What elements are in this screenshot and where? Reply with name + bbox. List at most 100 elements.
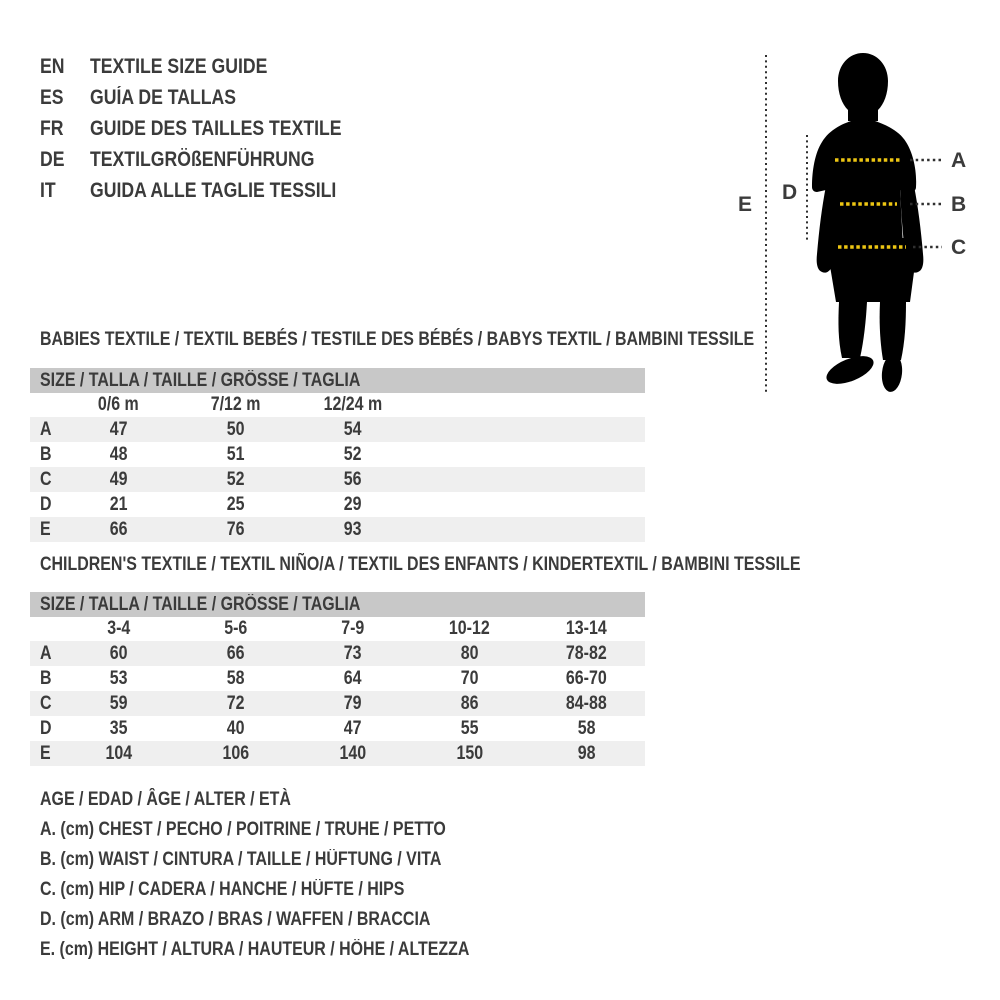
column-header-row: 3-4 5-6 7-9 10-12 13-14 bbox=[30, 617, 645, 641]
babies-size-table: SIZE / TALLA / TAILLE / GRÖSSE / TAGLIA … bbox=[30, 368, 645, 542]
size-cell: 60 bbox=[109, 642, 128, 664]
table-row: A 47 50 54 bbox=[30, 417, 645, 442]
row-label: A bbox=[40, 418, 52, 440]
language-code: ES bbox=[40, 85, 64, 109]
column-header: 0/6 m bbox=[98, 394, 139, 415]
size-cell: 78-82 bbox=[566, 642, 607, 664]
row-label: A bbox=[40, 642, 52, 664]
legend-age-text: AGE / EDAD / ÂGE / ALTER / ETÀ bbox=[40, 789, 291, 810]
table-row: A 60 66 73 80 78-82 bbox=[30, 641, 645, 666]
row-label: D bbox=[40, 493, 52, 515]
size-cell: 66 bbox=[109, 518, 128, 540]
size-cell: 49 bbox=[109, 468, 128, 490]
row-label: E bbox=[40, 518, 51, 540]
chest-label: A bbox=[951, 149, 966, 172]
legend-chest-text: A. (cm) CHEST / PECHO / POITRINE / TRUHE… bbox=[40, 819, 446, 840]
children-size-table: SIZE / TALLA / TAILLE / GRÖSSE / TAGLIA … bbox=[30, 592, 645, 766]
legend-waist-line: B. (cm) WAIST / CINTURA / TAILLE / HÜFTU… bbox=[40, 845, 551, 875]
column-header: 10-12 bbox=[449, 618, 490, 639]
column-header: 7/12 m bbox=[210, 394, 261, 415]
size-cell: 53 bbox=[109, 667, 128, 689]
size-cell: 106 bbox=[222, 742, 249, 764]
size-cell: 52 bbox=[343, 443, 362, 465]
size-cell: 72 bbox=[226, 692, 245, 714]
babies-section-title-text: BABIES TEXTILE / TEXTIL BEBÉS / TESTILE … bbox=[40, 329, 755, 350]
language-code: EN bbox=[40, 54, 65, 78]
table-row: E 66 76 93 bbox=[30, 517, 645, 542]
size-header-text: SIZE / TALLA / TAILLE / GRÖSSE / TAGLIA bbox=[40, 369, 361, 391]
table-row: E 104 106 140 150 98 bbox=[30, 741, 645, 766]
size-cell: 84-88 bbox=[566, 692, 607, 714]
row-label: B bbox=[40, 667, 52, 689]
table-row: B 53 58 64 70 66-70 bbox=[30, 666, 645, 691]
size-cell: 56 bbox=[343, 468, 362, 490]
column-header-row: 0/6 m 7/12 m 12/24 m bbox=[30, 393, 645, 417]
size-header-bar: SIZE / TALLA / TAILLE / GRÖSSE / TAGLIA bbox=[30, 368, 645, 393]
language-code: FR bbox=[40, 116, 64, 140]
row-label: B bbox=[40, 443, 52, 465]
size-cell: 29 bbox=[343, 493, 362, 515]
size-cell: 25 bbox=[226, 493, 245, 515]
legend-height-text: E. (cm) HEIGHT / ALTURA / HAUTEUR / HÖHE… bbox=[40, 939, 470, 960]
waist-label: B bbox=[951, 193, 966, 216]
hip-label: C bbox=[951, 236, 966, 259]
guide-title: TEXTILE SIZE GUIDE bbox=[90, 54, 268, 78]
legend-arm-line: D. (cm) ARM / BRAZO / BRAS / WAFFEN / BR… bbox=[40, 905, 551, 935]
size-cell: 150 bbox=[456, 742, 483, 764]
legend-hip-text: C. (cm) HIP / CADERA / HANCHE / HÜFTE / … bbox=[40, 879, 405, 900]
size-cell: 35 bbox=[109, 717, 128, 739]
children-section-title-text: CHILDREN'S TEXTILE / TEXTIL NIÑO/A / TEX… bbox=[40, 554, 801, 575]
arm-label: D bbox=[782, 181, 797, 204]
column-header: 12/24 m bbox=[323, 394, 382, 415]
guide-title: GUIDE DES TAILLES TEXTILE bbox=[90, 116, 342, 140]
column-header: 7-9 bbox=[340, 618, 365, 639]
size-cell: 76 bbox=[226, 518, 245, 540]
language-code: IT bbox=[40, 178, 56, 202]
column-header: 5-6 bbox=[223, 618, 248, 639]
height-label: E bbox=[738, 193, 752, 216]
legend-chest-line: A. (cm) CHEST / PECHO / POITRINE / TRUHE… bbox=[40, 815, 551, 845]
legend-arm-text: D. (cm) ARM / BRAZO / BRAS / WAFFEN / BR… bbox=[40, 909, 431, 930]
language-row: IT GUIDA ALLE TAGLIE TESSILI bbox=[40, 175, 389, 206]
size-cell: 50 bbox=[226, 418, 245, 440]
children-section-title: CHILDREN'S TEXTILE / TEXTIL NIÑO/A / TEX… bbox=[40, 555, 945, 575]
size-cell: 52 bbox=[226, 468, 245, 490]
language-row: EN TEXTILE SIZE GUIDE bbox=[40, 51, 389, 82]
guide-title: GUÍA DE TALLAS bbox=[90, 85, 237, 109]
table-row: D 21 25 29 bbox=[30, 492, 645, 517]
size-cell: 64 bbox=[343, 667, 362, 689]
size-cell: 79 bbox=[343, 692, 362, 714]
size-cell: 47 bbox=[109, 418, 128, 440]
size-cell: 47 bbox=[343, 717, 362, 739]
language-code: DE bbox=[40, 147, 65, 171]
size-cell: 70 bbox=[460, 667, 479, 689]
size-cell: 80 bbox=[460, 642, 479, 664]
legend-height-line: E. (cm) HEIGHT / ALTURA / HAUTEUR / HÖHE… bbox=[40, 935, 551, 965]
size-cell: 140 bbox=[339, 742, 366, 764]
language-title-list: EN TEXTILE SIZE GUIDE ES GUÍA DE TALLAS … bbox=[40, 51, 389, 206]
size-cell: 58 bbox=[226, 667, 245, 689]
guide-title: GUIDA ALLE TAGLIE TESSILI bbox=[90, 178, 337, 202]
size-cell: 59 bbox=[109, 692, 128, 714]
size-cell: 93 bbox=[343, 518, 362, 540]
size-header-bar: SIZE / TALLA / TAILLE / GRÖSSE / TAGLIA bbox=[30, 592, 645, 617]
child-silhouette-diagram: A B C D E bbox=[738, 53, 966, 393]
row-label: C bbox=[40, 692, 52, 714]
row-label: C bbox=[40, 468, 52, 490]
size-cell: 21 bbox=[109, 493, 128, 515]
size-cell: 104 bbox=[105, 742, 132, 764]
size-cell: 54 bbox=[343, 418, 362, 440]
size-cell: 66 bbox=[226, 642, 245, 664]
legend-hip-line: C. (cm) HIP / CADERA / HANCHE / HÜFTE / … bbox=[40, 875, 551, 905]
size-cell: 66-70 bbox=[566, 667, 607, 689]
legend-age-line: AGE / EDAD / ÂGE / ALTER / ETÀ bbox=[40, 785, 551, 815]
size-cell: 86 bbox=[460, 692, 479, 714]
language-row: ES GUÍA DE TALLAS bbox=[40, 82, 389, 113]
size-cell: 55 bbox=[460, 717, 479, 739]
table-row: C 49 52 56 bbox=[30, 467, 645, 492]
measurement-legend: AGE / EDAD / ÂGE / ALTER / ETÀ A. (cm) C… bbox=[40, 785, 551, 965]
size-header-text: SIZE / TALLA / TAILLE / GRÖSSE / TAGLIA bbox=[40, 593, 361, 615]
size-cell: 51 bbox=[226, 443, 245, 465]
language-row: DE TEXTILGRÖßENFÜHRUNG bbox=[40, 144, 389, 175]
